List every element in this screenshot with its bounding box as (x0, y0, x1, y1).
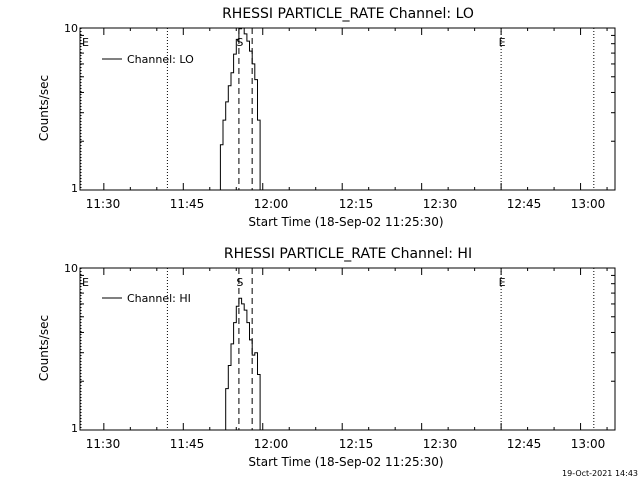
chart-title: RHESSI PARTICLE_RATE Channel: LO (222, 6, 474, 22)
legend: Channel: LO (102, 53, 194, 66)
x-tick-label: 11:45 (170, 437, 205, 451)
x-tick-label: 11:45 (170, 197, 205, 211)
legend: Channel: HI (102, 292, 191, 305)
y-tick-label: 1 (71, 422, 78, 435)
x-tick-label: 12:15 (339, 437, 374, 451)
legend-entry: Channel: LO (127, 53, 194, 66)
event-marker-label: E (499, 276, 506, 289)
timestamp: 19-Oct-2021 14:43 (562, 469, 638, 478)
chart-title: RHESSI PARTICLE_RATE Channel: HI (224, 246, 472, 262)
x-tick-label: 13:00 (571, 197, 606, 211)
event-marker-label: S (236, 36, 243, 49)
y-axis-label: Counts/sec (37, 315, 51, 381)
plot-frame (79, 267, 616, 431)
y-tick-label: 10 (64, 22, 78, 35)
y-tick-label: 10 (64, 262, 78, 275)
x-tick-label: 12:00 (254, 437, 289, 451)
x-tick-label: 12:30 (423, 197, 458, 211)
x-tick-label: 12:15 (339, 197, 374, 211)
y-ticks: 10 1 (64, 22, 78, 195)
x-tick-label: 13:00 (571, 437, 606, 451)
x-tick-label: 12:00 (254, 197, 289, 211)
event-marker-label: E (499, 36, 506, 49)
y-tick-label: 1 (71, 182, 78, 195)
legend-entry: Channel: HI (127, 292, 191, 305)
x-axis-label: Start Time (18-Sep-02 11:25:30) (248, 455, 443, 469)
series-line (217, 27, 263, 191)
x-ticks: 11:30 11:45 12:00 12:15 12:30 12:45 13:0… (86, 437, 606, 451)
y-axis-label: Counts/sec (37, 75, 51, 141)
y-ticks: 10 1 (64, 262, 78, 435)
plot-frame (79, 27, 616, 191)
x-ticks: 11:30 11:45 12:00 12:15 12:30 12:45 13:0… (86, 197, 606, 211)
series-line (223, 297, 263, 431)
x-axis-label: Start Time (18-Sep-02 11:25:30) (248, 215, 443, 229)
event-marker-label: E (82, 36, 89, 49)
x-tick-label: 12:45 (507, 197, 542, 211)
event-marker-label: S (236, 276, 243, 289)
x-tick-label: 11:30 (86, 437, 121, 451)
chart-panel-hi: RHESSI PARTICLE_RATE Channel: HI Counts/… (37, 246, 616, 469)
x-tick-label: 12:30 (423, 437, 458, 451)
event-marker-label: E (82, 276, 89, 289)
x-tick-label: 12:45 (507, 437, 542, 451)
chart-panel-lo: RHESSI PARTICLE_RATE Channel: LO Counts/… (37, 6, 616, 229)
x-tick-label: 11:30 (86, 197, 121, 211)
